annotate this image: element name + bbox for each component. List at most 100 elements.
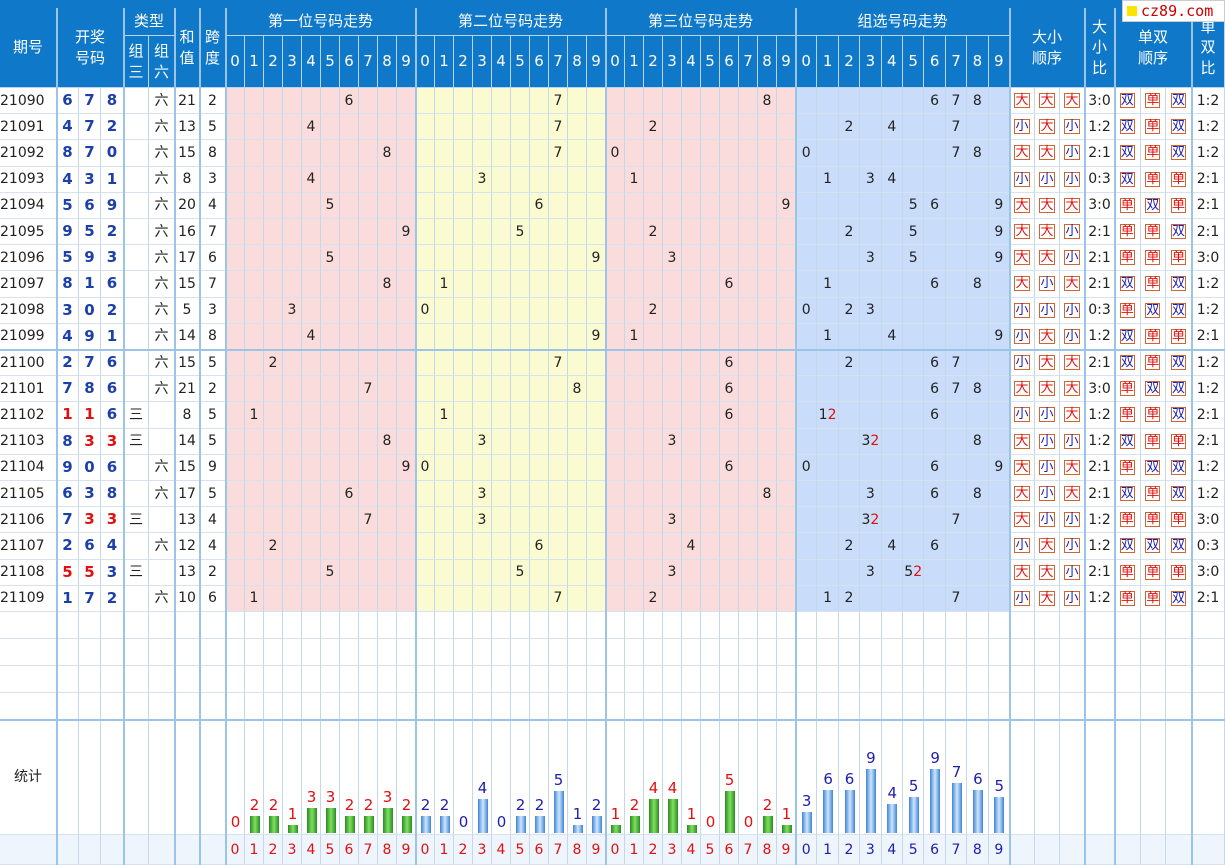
row-group-cell	[860, 323, 882, 350]
empty-cell	[606, 666, 625, 693]
header-pos1-digit: 0	[226, 36, 245, 88]
stats-cell	[1140, 720, 1167, 835]
odd-even-badge: 双	[1145, 302, 1161, 318]
row-odd-even: 单	[1140, 402, 1167, 429]
row-p2-cell: 3	[473, 166, 492, 193]
row-p2-cell	[416, 323, 435, 350]
stats-cell	[302, 720, 321, 835]
big-small-badge: 小	[1064, 119, 1080, 135]
row-p1-cell	[340, 585, 359, 612]
row-sum: 13	[175, 114, 200, 141]
row-group-cell	[988, 140, 1010, 167]
row-group-cell	[945, 454, 968, 481]
row-odd-even: 双	[1166, 454, 1192, 481]
row-p2-cell	[454, 428, 473, 455]
group-digit: 8	[972, 380, 982, 397]
row-p2-cell	[530, 297, 549, 324]
row-p2-cell	[549, 507, 568, 534]
site-logo[interactable]: cz89.com	[1122, 0, 1225, 22]
row-p1-cell	[302, 219, 321, 246]
big-small-badge: 大	[1014, 433, 1030, 449]
row-p1-cell	[283, 428, 302, 455]
footer-digit-p1: 5	[321, 835, 340, 865]
row-type-group6: 六	[149, 350, 175, 377]
empty-cell	[226, 612, 245, 639]
row-group-cell	[796, 114, 818, 141]
empty-cell	[1192, 639, 1225, 666]
row-big-small: 大	[1010, 271, 1035, 298]
row-p2-cell: 3	[473, 481, 492, 508]
row-p2-cell	[454, 219, 473, 246]
stats-count-pos2: 2	[439, 796, 450, 815]
row-p2-cell	[530, 271, 549, 298]
row-p2-cell	[416, 559, 435, 586]
group-digit: 9	[994, 197, 1004, 214]
stats-cell	[511, 720, 530, 835]
row-draw-digit: 7	[79, 88, 101, 115]
row-p3-cell	[663, 402, 682, 429]
row-group-cell	[860, 402, 882, 429]
big-small-badge: 小	[1014, 355, 1030, 371]
row-group-cell	[817, 140, 839, 167]
empty-cell	[587, 612, 606, 639]
empty-cell	[435, 639, 454, 666]
row-group-cell	[860, 376, 882, 403]
row-p3-cell	[606, 533, 625, 560]
row-p3-cell	[682, 402, 701, 429]
row-p1-cell	[397, 166, 416, 193]
row-odd-even-ratio: 2:1	[1192, 323, 1225, 350]
row-odd-even: 双	[1166, 376, 1192, 403]
row-p2-cell	[454, 454, 473, 481]
row-p2-cell: 5	[511, 219, 530, 246]
footer-cell	[200, 835, 226, 865]
group-digit: 6	[930, 275, 940, 292]
header-pos1-digit: 8	[378, 36, 397, 88]
row-big-small: 小	[1035, 428, 1060, 455]
stats-bar-group-4	[887, 804, 898, 833]
header-pos2-digit: 7	[549, 36, 568, 88]
footer-cell	[1192, 835, 1225, 865]
row-p1-cell	[397, 350, 416, 377]
row-p1-cell	[321, 402, 340, 429]
row-span: 5	[200, 114, 226, 141]
row-odd-even: 单	[1115, 245, 1141, 272]
row-p1-cell	[378, 402, 397, 429]
row-p1-cell	[321, 454, 340, 481]
empty-cell	[124, 693, 149, 720]
row-p3-cell	[682, 219, 701, 246]
header-sum: 和值	[175, 8, 200, 88]
row-p2-cell: 3	[473, 507, 492, 534]
row-group-cell	[860, 271, 882, 298]
empty-cell	[511, 639, 530, 666]
row-group-cell	[860, 140, 882, 167]
stats-bar-group-8	[972, 790, 983, 833]
row-odd-even: 双	[1115, 481, 1141, 508]
empty-cell	[945, 612, 968, 639]
row-p2-cell: 3	[473, 428, 492, 455]
odd-even-badge: 单	[1119, 512, 1135, 528]
row-odd-even-ratio: 1:2	[1192, 114, 1225, 141]
empty-cell	[777, 639, 796, 666]
group-digit: 6	[930, 92, 940, 109]
row-p1-cell	[302, 428, 321, 455]
footer-digit-p3: 4	[682, 835, 701, 865]
row-p3-cell	[739, 245, 758, 272]
footer-cell	[149, 835, 175, 865]
stats-bar-pos3-6	[724, 791, 735, 833]
empty-cell	[568, 612, 587, 639]
row-type-group3	[124, 219, 149, 246]
row-p2-cell: 1	[435, 402, 454, 429]
big-small-badge: 小	[1064, 590, 1080, 606]
empty-cell	[881, 666, 903, 693]
header-pos1-digit: 7	[359, 36, 378, 88]
row-p2-cell	[511, 245, 530, 272]
row-big-small: 小	[1060, 585, 1085, 612]
row-big-small: 小	[1060, 219, 1085, 246]
row-p3-cell	[701, 323, 720, 350]
odd-even-badge: 双	[1170, 590, 1186, 606]
column-separator	[415, 8, 417, 865]
row-draw-digit: 3	[79, 166, 101, 193]
row-type-group3: 三	[124, 507, 149, 534]
row-p1-cell: 6	[340, 481, 359, 508]
row-big-small: 小	[1035, 402, 1060, 429]
